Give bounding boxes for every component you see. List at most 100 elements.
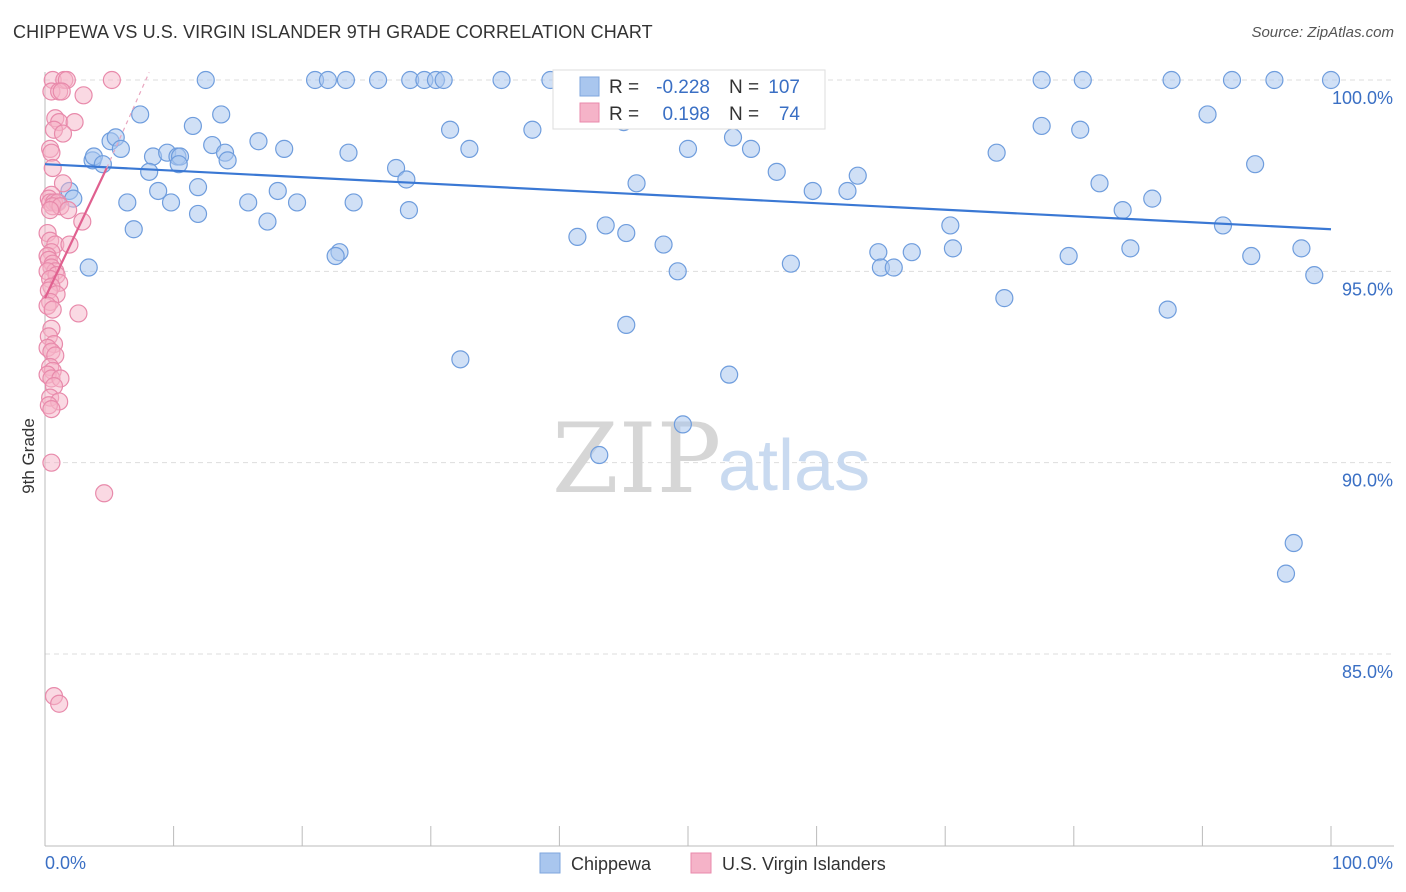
chippewa-point xyxy=(673,415,692,434)
chippewa-point xyxy=(460,139,479,158)
source-credit: Source: ZipAtlas.com xyxy=(1251,24,1394,41)
chippewa-trend-line xyxy=(44,163,1332,231)
chippewa-point xyxy=(741,139,761,158)
chippewa-point xyxy=(93,155,112,174)
chippewa-point xyxy=(368,70,388,90)
chippewa-point xyxy=(803,181,822,201)
watermark: ZIP atlas xyxy=(552,403,870,515)
virgin-islander-point xyxy=(95,484,114,503)
gridlines xyxy=(45,79,1394,655)
stats-blue-n-label: N = xyxy=(729,77,759,98)
chippewa-point xyxy=(568,227,587,246)
chippewa-point xyxy=(723,128,743,147)
stats-pink-r-label: R = xyxy=(609,104,639,125)
chippewa-point xyxy=(1162,70,1181,90)
chippewa-point xyxy=(1158,300,1177,319)
chippewa-point xyxy=(451,350,470,369)
chippewa-point xyxy=(434,70,453,90)
chippewa-point xyxy=(249,132,268,151)
chippewa-point xyxy=(258,212,277,231)
chippewa-point xyxy=(1246,155,1265,174)
chippewa-point xyxy=(987,143,1006,162)
virgin-islander-point xyxy=(50,694,69,713)
chippewa-point xyxy=(884,258,903,277)
chippewa-point xyxy=(1071,120,1090,139)
chippewa-point xyxy=(79,258,98,277)
chippewa-point xyxy=(596,216,615,235)
virgin-islander-point xyxy=(53,124,73,143)
chippewa-point xyxy=(196,70,215,90)
chippewa-point xyxy=(1213,216,1233,235)
chippewa-point xyxy=(1113,201,1132,220)
chippewa-point xyxy=(627,174,646,193)
chippewa-point xyxy=(941,216,960,235)
chippewa-point xyxy=(212,105,231,124)
chippewa-point xyxy=(654,235,673,254)
stats-box: R = -0.228 N = 107 R = 0.198 N = 74 xyxy=(552,69,826,130)
virgin-islander-point xyxy=(42,453,61,472)
y-tick-labels: 85.0% 90.0% 95.0% 100.0% xyxy=(1332,88,1393,682)
x-tick-label: 100.0% xyxy=(1332,853,1393,873)
chippewa-point xyxy=(1265,70,1284,90)
y-tick-label: 100.0% xyxy=(1332,88,1393,108)
virgin-islander-point xyxy=(41,201,60,220)
stats-blue-n-value: 107 xyxy=(768,77,800,98)
chippewa-point xyxy=(188,178,208,197)
chippewa-point xyxy=(183,116,202,136)
chart-title: CHIPPEWA VS U.S. VIRGIN ISLANDER 9TH GRA… xyxy=(13,22,653,42)
chippewa-point xyxy=(440,120,460,139)
chippewa-point xyxy=(188,204,208,224)
chippewa-point xyxy=(848,166,867,185)
chippewa-point xyxy=(268,181,287,201)
chippewa-point xyxy=(287,193,307,212)
chippewa-point xyxy=(1032,116,1051,136)
chippewa-point xyxy=(149,181,168,201)
chippewa-point xyxy=(1121,239,1140,258)
virgin-islander-trend-line xyxy=(44,167,108,299)
virgin-islander-point xyxy=(74,86,93,105)
chippewa-point xyxy=(1059,246,1078,266)
virgin-islander-point xyxy=(102,70,121,90)
chippewa-point xyxy=(339,143,358,162)
y-tick-label: 95.0% xyxy=(1342,279,1393,299)
legend-virgin-islanders-swatch xyxy=(690,852,712,874)
chippewa-point xyxy=(1292,239,1311,258)
chippewa-point xyxy=(239,193,258,212)
virgin-islander-point xyxy=(69,304,88,323)
virgin-islander-point xyxy=(59,201,78,220)
chippewa-point xyxy=(318,70,338,90)
x-tick-labels: 0.0% 100.0% xyxy=(45,853,1393,873)
chippewa-point xyxy=(781,254,800,273)
chippewa-point xyxy=(869,243,888,262)
virgin-islander-point xyxy=(42,399,61,419)
chippewa-point xyxy=(1242,246,1261,266)
chippewa-point xyxy=(1198,105,1217,124)
chippewa-point xyxy=(943,239,963,258)
chippewa-point xyxy=(678,139,698,158)
chippewa-point xyxy=(218,151,237,170)
chippewa-point xyxy=(1276,564,1296,583)
chippewa-point xyxy=(720,365,739,384)
legend-chippewa-label: Chippewa xyxy=(571,854,652,874)
chippewa-point xyxy=(169,155,188,174)
chippewa-point xyxy=(118,193,137,212)
chippewa-point xyxy=(399,201,419,220)
stats-pink-n-value: 74 xyxy=(779,104,801,125)
chippewa-point xyxy=(131,105,150,124)
watermark-zip: ZIP xyxy=(552,403,721,515)
chippewa-point xyxy=(995,289,1014,308)
chippewa-point xyxy=(1284,533,1303,553)
chippewa-point xyxy=(397,170,416,189)
chippewa-point xyxy=(668,262,687,281)
virgin-islander-point xyxy=(43,300,62,319)
virgin-islander-point xyxy=(43,158,62,178)
chippewa-point xyxy=(902,243,921,262)
chippewa-point xyxy=(1321,70,1341,90)
chippewa-point xyxy=(523,120,542,139)
chippewa-point xyxy=(140,162,159,181)
stats-pink-r-value: 0.198 xyxy=(662,104,710,125)
chippewa-point xyxy=(1305,266,1324,285)
chippewa-point xyxy=(590,445,609,465)
chippewa-point xyxy=(161,193,181,212)
virgin-islander-point xyxy=(53,174,73,193)
